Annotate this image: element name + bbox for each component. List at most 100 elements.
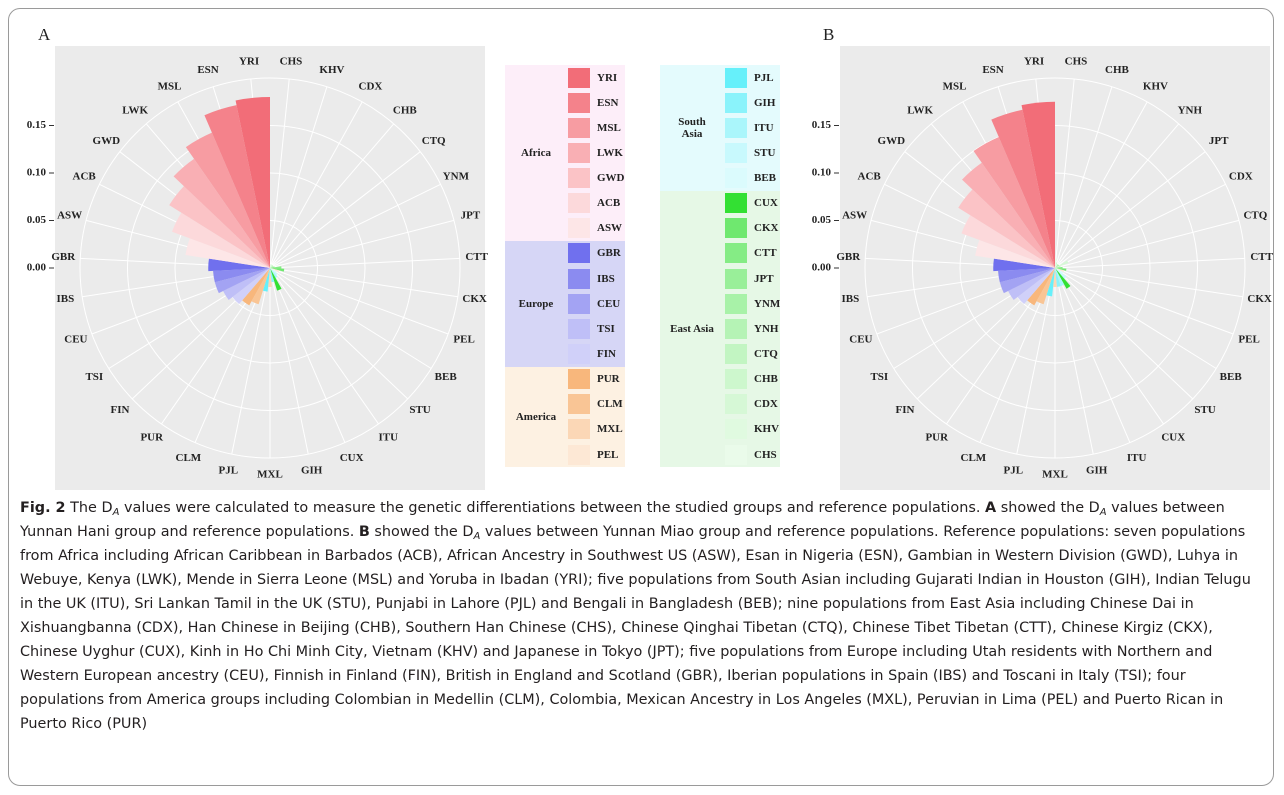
legend-swatch <box>725 243 747 264</box>
bar <box>1017 268 1055 305</box>
y-tick-label: 0.10 <box>27 167 47 179</box>
bar <box>1055 262 1058 268</box>
spoke <box>269 257 460 269</box>
category-label: ACB <box>858 170 882 182</box>
bar <box>232 268 270 305</box>
legend-swatch <box>568 168 590 189</box>
category-label: CUX <box>340 452 364 464</box>
category-label: TSI <box>85 371 103 383</box>
caption-text: A <box>1099 507 1107 518</box>
spoke <box>1054 267 1234 335</box>
category-label: JPT <box>461 210 481 222</box>
category-label: PJL <box>219 464 239 476</box>
category-label: YRI <box>239 56 259 68</box>
bar <box>262 268 270 292</box>
bar <box>998 268 1055 283</box>
spoke <box>269 267 309 455</box>
legend-label: PJL <box>754 71 774 84</box>
legend-swatch <box>568 293 590 314</box>
bar <box>958 189 1055 268</box>
legend-group-name: Africa <box>521 146 551 159</box>
legend-swatch <box>725 268 747 289</box>
bar <box>270 264 271 268</box>
bar <box>270 268 285 272</box>
category-label: CEU <box>849 333 872 345</box>
caption-text: values between Yunnan Miao group and ref… <box>20 524 1251 732</box>
category-label: FIN <box>895 404 914 416</box>
bar <box>268 268 272 287</box>
category-label: IBS <box>842 293 860 305</box>
legend-label: CTQ <box>754 347 778 360</box>
category-label: BEB <box>1220 371 1243 383</box>
panel-label: B <box>823 25 834 44</box>
legend-group-name: South Asia <box>678 115 706 140</box>
category-label: CLM <box>961 452 987 464</box>
legend-label: GBR <box>597 247 621 260</box>
spoke <box>269 267 458 298</box>
category-label: CHB <box>393 104 418 116</box>
caption-text: The D <box>65 500 113 516</box>
spoke <box>1054 267 1131 443</box>
category-label: CHS <box>280 56 303 68</box>
spoke <box>1054 78 1075 269</box>
legend-swatch <box>725 318 747 339</box>
category-label: CTT <box>1250 251 1273 263</box>
caption: Fig. 2 The D A values were calculated to … <box>20 496 1268 736</box>
spoke <box>269 219 455 269</box>
legend-group: Africa YRI ESN MSL LWK GWD ACB ASW <box>505 65 625 241</box>
legend-label: CUX <box>754 197 778 210</box>
category-label: MSL <box>158 81 182 93</box>
category-label: PUR <box>925 431 949 443</box>
category-label: LWK <box>122 104 148 116</box>
legend-label: PUR <box>597 373 620 386</box>
category-label: CHS <box>1065 56 1088 68</box>
legend-label: ACB <box>597 197 621 210</box>
bar <box>173 158 270 268</box>
legend-label: ITU <box>754 121 774 134</box>
legend-group-name: Europe <box>518 297 554 310</box>
bar <box>270 265 274 268</box>
category-label: CEU <box>64 333 87 345</box>
legend-group: South Asia PJL GIH ITU STU BEB <box>660 65 780 191</box>
legend-label: YRI <box>597 71 618 84</box>
bar <box>270 266 275 268</box>
legend-label: CTT <box>754 247 777 260</box>
bar <box>973 137 1055 268</box>
bar <box>1055 264 1060 268</box>
legend-swatch <box>725 293 747 314</box>
legend-label: YNH <box>754 322 779 335</box>
legend-swatch <box>568 193 590 214</box>
y-tick-label: 0.05 <box>812 214 832 226</box>
bar <box>214 268 270 294</box>
bar <box>1008 268 1055 300</box>
spoke <box>269 267 409 400</box>
legend-label: CHS <box>754 448 777 461</box>
spoke <box>1054 101 1148 269</box>
category-label: ESN <box>197 64 218 76</box>
spoke <box>1054 257 1245 269</box>
caption-text: Fig. 2 <box>20 500 66 516</box>
bar <box>1055 268 1071 289</box>
spoke <box>269 267 379 425</box>
caption-text: values were calculated to measure the ge… <box>119 500 985 516</box>
spoke <box>269 86 328 269</box>
legend-label: BEB <box>754 172 777 185</box>
spoke <box>269 267 432 369</box>
bar <box>223 268 270 300</box>
bar <box>1055 258 1057 268</box>
legend-label: MSL <box>597 121 621 134</box>
y-tick-label: 0.05 <box>27 214 47 226</box>
bar <box>1053 268 1057 287</box>
legend-swatch <box>568 369 590 390</box>
category-label: CKX <box>1247 293 1272 305</box>
category-label: YNH <box>1178 104 1203 116</box>
spoke <box>1054 267 1164 425</box>
spoke <box>269 267 346 443</box>
category-label: MXL <box>257 469 283 481</box>
legend-swatch <box>568 318 590 339</box>
bar <box>270 268 278 276</box>
spoke <box>1054 267 1243 298</box>
bar <box>251 268 270 305</box>
legend-swatch <box>568 218 590 239</box>
legend-label: TSI <box>597 322 615 335</box>
